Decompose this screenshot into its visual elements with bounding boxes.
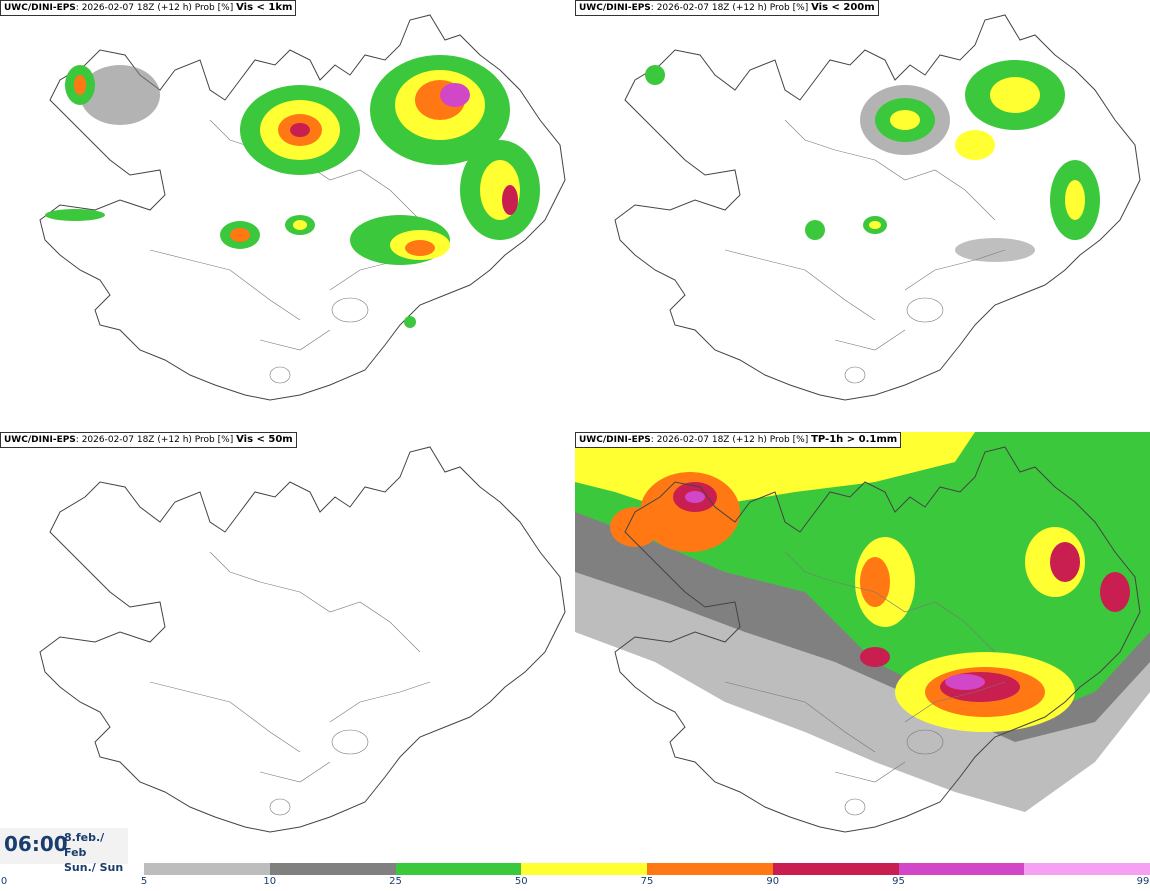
map-panel-vis-50m: UWC/DINI-EPS: 2026-02-07 18Z (+12 h) Pro… bbox=[0, 432, 575, 862]
colorbar-tick-label: 5 bbox=[140, 876, 148, 887]
colorbar-tick-label: 25 bbox=[389, 876, 402, 887]
panel-header: UWC/DINI-EPS: 2026-02-07 18Z (+12 h) Pro… bbox=[575, 432, 902, 448]
valid-time-clock: 06:00 bbox=[4, 832, 68, 856]
map-vis-50m bbox=[39, 446, 566, 833]
colorbar-segment bbox=[144, 863, 270, 875]
colorbar-ticks: 0 5 10 25 50 75 90 95 99 bbox=[0, 876, 1150, 890]
colorbar-tick-label: 50 bbox=[514, 876, 528, 887]
run-info: : 2026-02-07 18Z (+12 h) Prob [%] bbox=[650, 3, 809, 13]
colorbar-tick-label: 95 bbox=[892, 876, 905, 887]
field-name: Vis < 1km bbox=[236, 2, 293, 13]
field-name: TP-1h > 0.1mm bbox=[811, 434, 898, 445]
model-name: UWC/DINI-EPS bbox=[579, 435, 651, 445]
run-info: : 2026-02-07 18Z (+12 h) Prob [%] bbox=[75, 435, 234, 445]
field-name: Vis < 50m bbox=[236, 434, 293, 445]
colorbar-segment bbox=[1024, 863, 1150, 875]
colorbar-tick-label: 0 bbox=[0, 876, 8, 887]
valid-date-line2: Sun./ Sun bbox=[64, 861, 124, 874]
map-panel-vis-1km: UWC/DINI-EPS: 2026-02-07 18Z (+12 h) Pro… bbox=[0, 0, 575, 430]
colorbar-segment bbox=[395, 863, 522, 875]
map-panel-precip: UWC/DINI-EPS: 2026-02-07 18Z (+12 h) Pro… bbox=[575, 432, 1150, 862]
panel-header: UWC/DINI-EPS: 2026-02-07 18Z (+12 h) Pro… bbox=[0, 0, 297, 16]
valid-date-line1: 8.feb./ Feb bbox=[64, 831, 105, 859]
colorbar-segment bbox=[647, 863, 773, 875]
model-name: UWC/DINI-EPS bbox=[4, 435, 76, 445]
colorbar-segment bbox=[521, 863, 647, 875]
colorbar-segment bbox=[898, 863, 1025, 875]
probability-colorbar bbox=[144, 863, 1150, 875]
run-info: : 2026-02-07 18Z (+12 h) Prob [%] bbox=[75, 3, 234, 13]
colorbar-tick-label: 99 bbox=[1136, 876, 1150, 887]
run-info: : 2026-02-07 18Z (+12 h) Prob [%] bbox=[650, 435, 809, 445]
map-precip bbox=[575, 432, 1150, 862]
valid-time-date: 8.feb./ Feb Sun./ Sun bbox=[64, 830, 128, 875]
map-panel-vis-200m: UWC/DINI-EPS: 2026-02-07 18Z (+12 h) Pro… bbox=[575, 0, 1150, 430]
colorbar-tick-label: 75 bbox=[640, 876, 654, 887]
panel-header: UWC/DINI-EPS: 2026-02-07 18Z (+12 h) Pro… bbox=[0, 432, 297, 448]
colorbar-tick-label: 10 bbox=[263, 876, 277, 887]
map-vis-200m bbox=[614, 14, 1141, 401]
colorbar-tick-label: 90 bbox=[766, 876, 780, 887]
colorbar-segment bbox=[269, 863, 396, 875]
model-name: UWC/DINI-EPS bbox=[579, 3, 651, 13]
colorbar-segment bbox=[772, 863, 899, 875]
valid-time-box: 06:00 8.feb./ Feb Sun./ Sun bbox=[0, 828, 128, 874]
model-name: UWC/DINI-EPS bbox=[4, 3, 76, 13]
panel-header: UWC/DINI-EPS: 2026-02-07 18Z (+12 h) Pro… bbox=[575, 0, 879, 16]
map-vis-1km bbox=[39, 14, 566, 401]
field-name: Vis < 200m bbox=[811, 2, 875, 13]
